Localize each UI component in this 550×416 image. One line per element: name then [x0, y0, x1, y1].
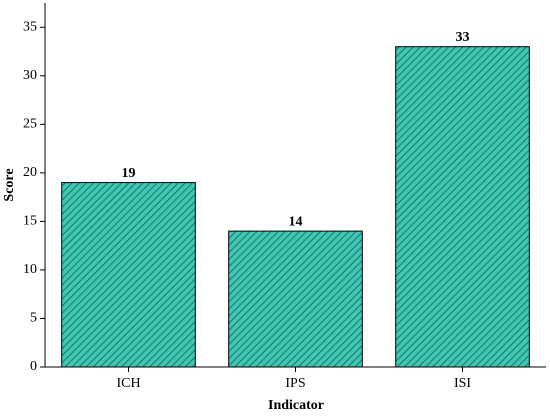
bar: [228, 230, 363, 368]
x-axis-label: Indicator: [268, 398, 324, 413]
y-tick-label: 20: [23, 165, 37, 180]
y-tick-label: 25: [23, 117, 37, 132]
bar: [395, 46, 530, 368]
y-tick-label: 10: [23, 262, 37, 277]
x-tick-label: ISI: [454, 376, 471, 391]
y-tick-label: 15: [23, 214, 37, 229]
bar: [61, 182, 196, 368]
y-tick-label: 5: [30, 311, 37, 326]
y-tick-label: 30: [23, 68, 37, 83]
y-axis-label: Score: [2, 168, 17, 201]
y-tick-label: 0: [30, 359, 37, 374]
data-label: 33: [456, 30, 470, 45]
x-tick-label: IPS: [285, 376, 305, 391]
data-label: 19: [122, 166, 136, 181]
x-tick-label: ICH: [116, 376, 140, 391]
y-tick-label: 35: [23, 19, 37, 34]
data-label: 14: [289, 214, 303, 229]
